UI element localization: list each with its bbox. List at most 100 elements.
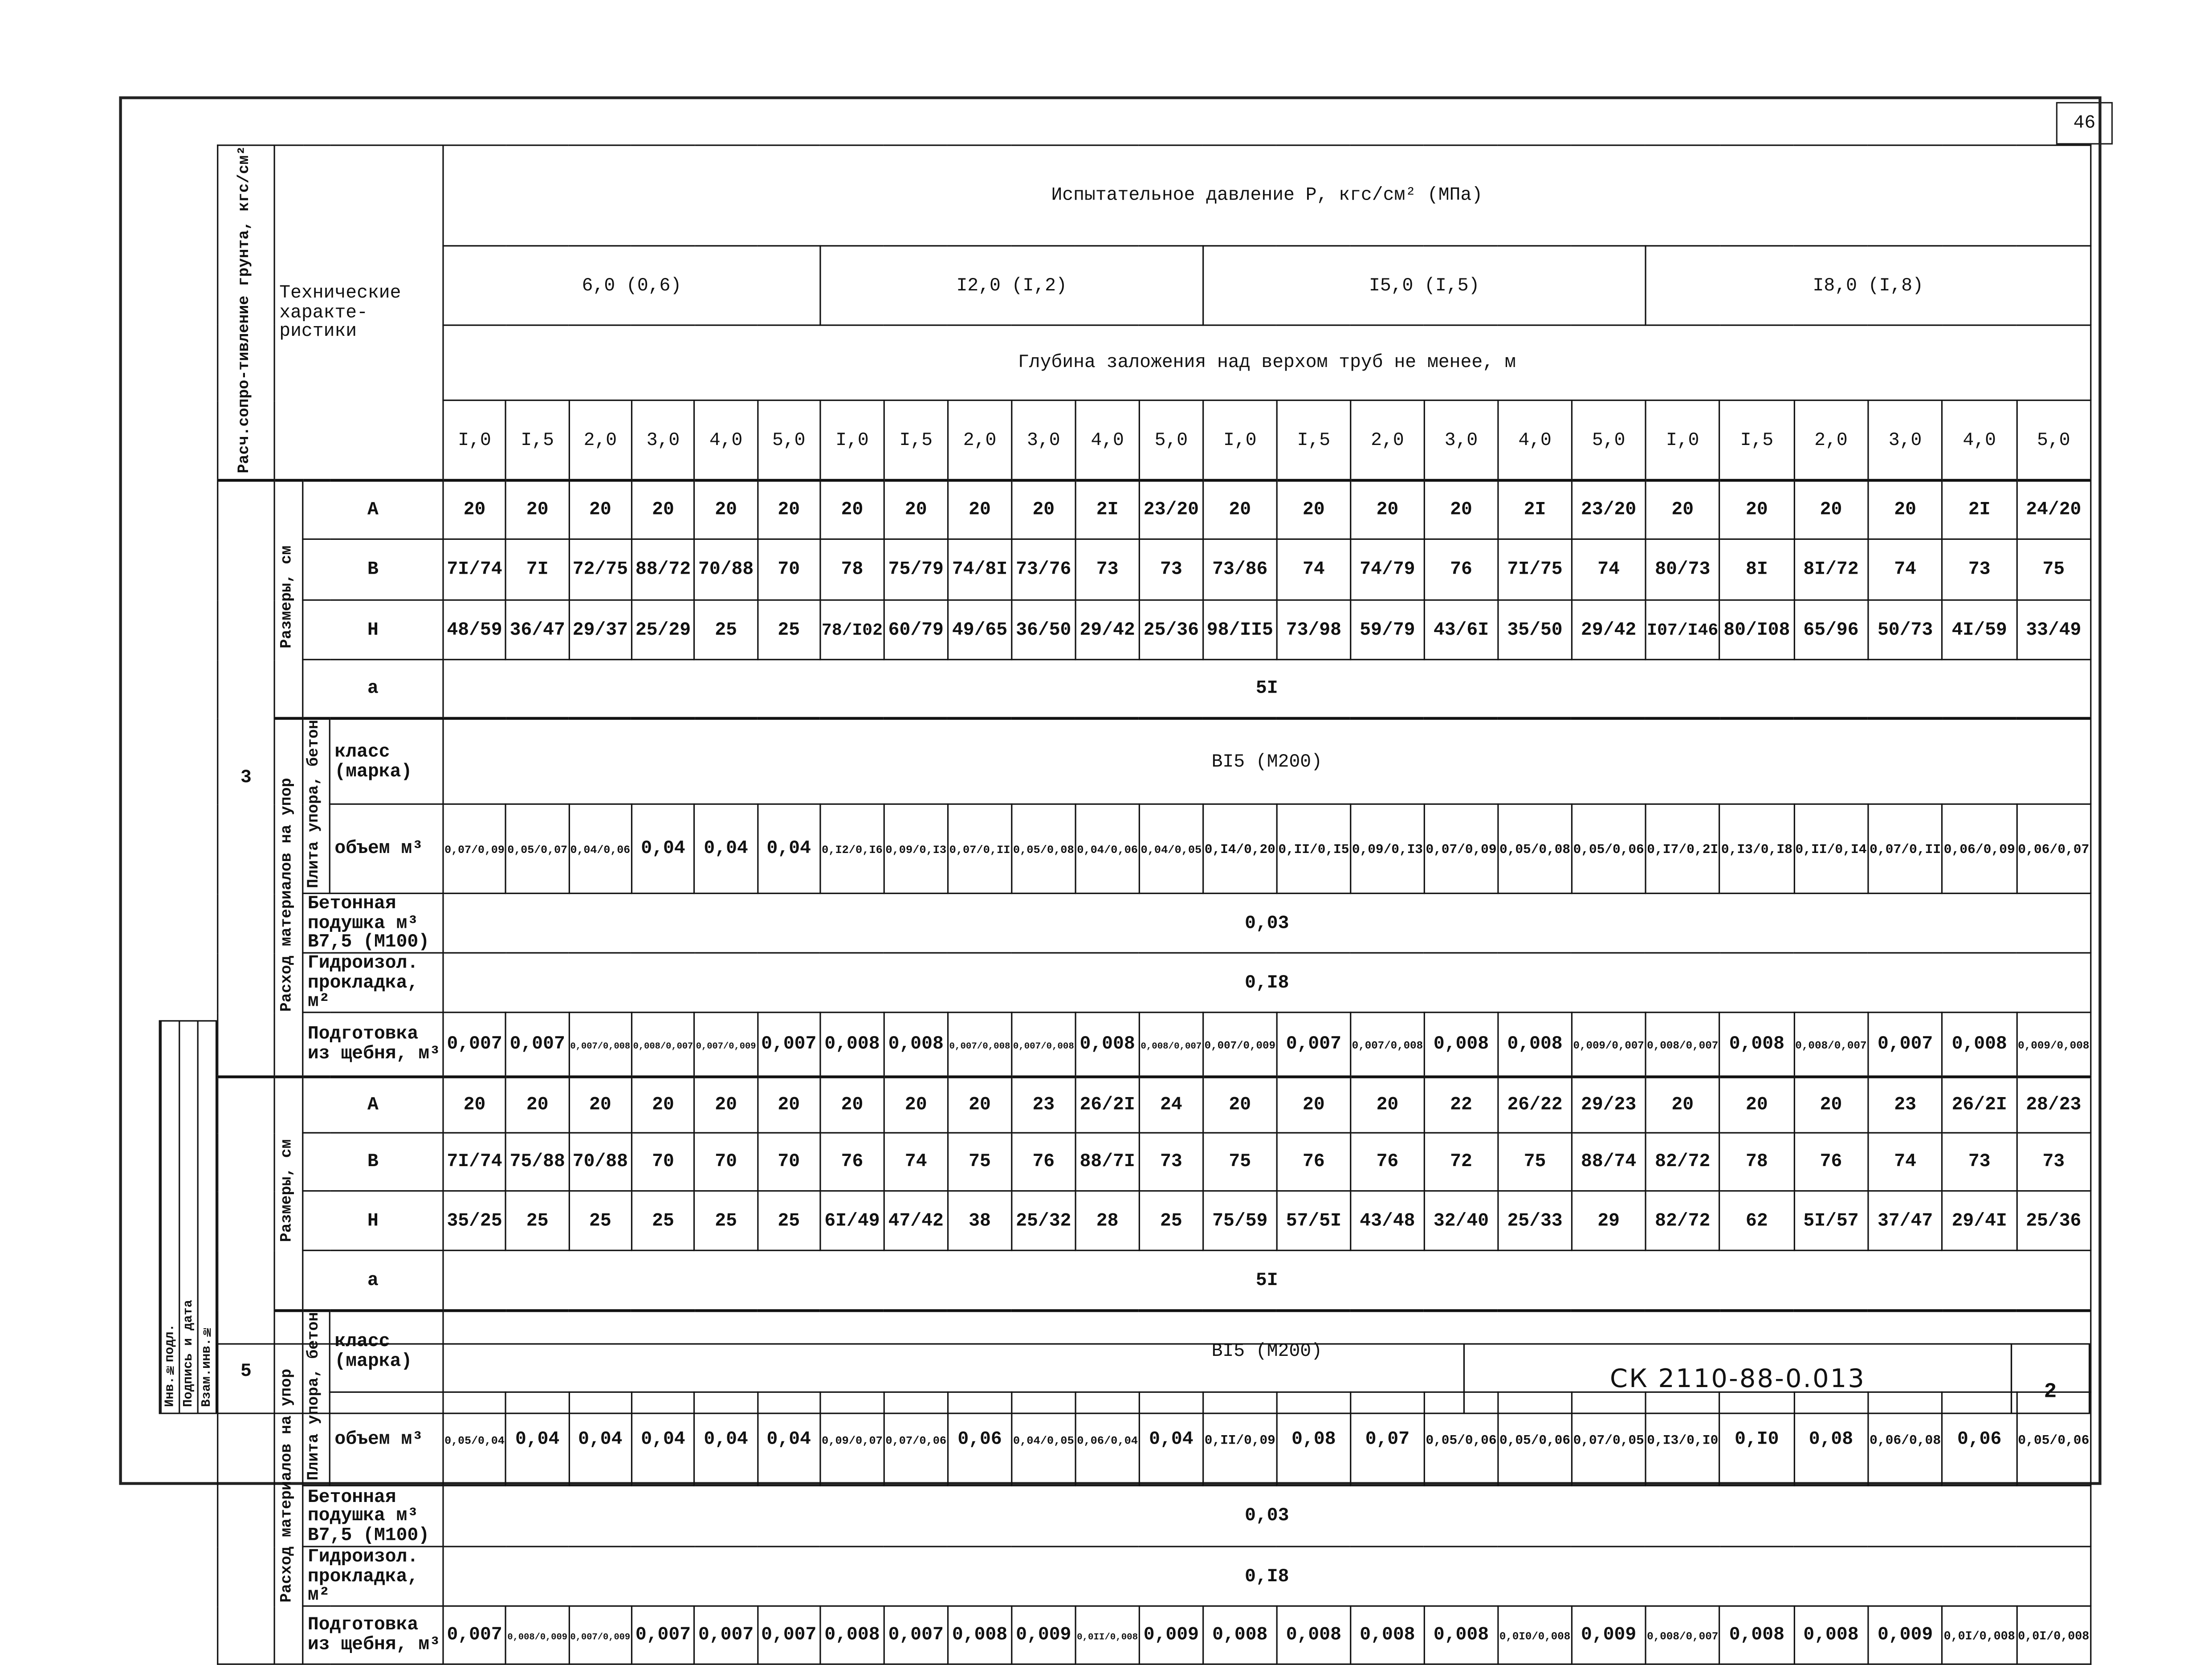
fraction-value: 29/4I [1951, 1210, 2007, 1231]
cell-gravel: 0,008/0,007 [631, 1012, 696, 1077]
cell-B: 73 [1941, 1132, 2017, 1192]
cell-A: 20 [442, 1075, 507, 1134]
fraction-value: 0,05/0,06 [2018, 1432, 2090, 1448]
cell-H: 25/33 [1497, 1190, 1572, 1252]
table-row: Н 48/59 36/47 29/37 25/29 25 25 78/I02 60/79 49/6… [218, 600, 2092, 661]
cell-H: 98/II5 [1202, 600, 1278, 661]
fraction-value: 0,0II/0,008 [1077, 1632, 1138, 1643]
fraction-value: 0,II/0,09 [1204, 1432, 1275, 1448]
header-depth: 5,0 [1138, 400, 1204, 481]
fraction-value: 26/22 [1507, 1094, 1563, 1115]
cell-gravel: 0,008/0,007 [1138, 1012, 1204, 1077]
cell-H: 29/42 [1075, 600, 1140, 661]
fraction-value: 5I/57 [1803, 1210, 1859, 1231]
row-label-H: Н [302, 1190, 444, 1252]
cell-A: 20 [947, 478, 1013, 540]
header-depth: 4,0 [1075, 400, 1140, 481]
cell-volume: 0,06/0,08 [1867, 1392, 1943, 1487]
fraction-value: 0,I2/0,I6 [822, 845, 883, 858]
cell-volume: 0,04/0,05 [1011, 1392, 1076, 1487]
title-block-code: СК 2110-88-0.013 [1463, 1343, 2012, 1414]
fraction-value: 0,0I0/0,008 [1499, 1632, 1571, 1644]
cell-H: 25 [693, 1190, 758, 1252]
fraction-value: 26/2I [1080, 1094, 1135, 1115]
table-row: Глубина заложения над верхом труб не мен… [218, 324, 2092, 402]
row-label-a: а [302, 1250, 444, 1311]
cell-B: 80/73 [1645, 539, 1721, 601]
cell-volume: 0,I2/0,I6 [819, 804, 885, 894]
specification-table: Расч.сопро-тивление грунта, кгс/см² Техни… [217, 144, 2092, 1665]
row-label-waterproofing: Гидроизол. прокладка, м² [302, 952, 444, 1013]
fraction-value: 0,05/0,06 [1426, 1432, 1497, 1448]
fraction-value: 0,07/0,II [1870, 842, 1941, 858]
fraction-value: 35/50 [1507, 619, 1563, 641]
fraction-value: 73/98 [1286, 619, 1341, 641]
fraction-value: 0,008/0,007 [1647, 1632, 1719, 1644]
group-materials-text: Расход материалов на упор [279, 777, 296, 1012]
group-dimensions: Размеры, см [273, 1075, 304, 1311]
cell-A: 20 [757, 1075, 821, 1134]
fraction-value: 0,06/0,07 [2018, 842, 2090, 858]
cell-H: 25/32 [1011, 1190, 1076, 1252]
fraction-value: 23/20 [1581, 499, 1637, 520]
fraction-value: 0,007/0,009 [570, 1632, 631, 1643]
cell-volume: 0,04 [1138, 1392, 1204, 1487]
cell-H: 5I/57 [1793, 1190, 1869, 1252]
table-row: объем м³ 0,05/0,04 0,04 0,04 0,04 0,04 0,04 0,0… [218, 1392, 2092, 1487]
cell-A: 20 [1276, 478, 1352, 540]
cell-gravel: 0,008 [1202, 1605, 1278, 1665]
fraction-value: 0,05/0,07 [507, 845, 567, 858]
cell-H: 43/6I [1423, 600, 1499, 661]
row-label-A: А [302, 1075, 444, 1134]
header-depth: 2,0 [1793, 400, 1869, 481]
cell-volume: 0,09/0,I3 [883, 804, 949, 894]
cell-H: 25 [631, 1190, 696, 1252]
cell-volume: 0,04 [693, 804, 758, 894]
header-soil-resistance-text: Расч.сопро-тивление грунта, кгс/см² [236, 146, 254, 473]
cell-volume: 0,07/0,II [1867, 804, 1943, 894]
cell-gravel: 0,008 [819, 1605, 885, 1665]
cell-gravel: 0,007 [1867, 1012, 1943, 1077]
fraction-value: 36/50 [1016, 619, 1071, 641]
cell-A: 23 [1011, 1075, 1076, 1134]
cell-A: 28/23 [2016, 1075, 2092, 1134]
cell-H: 75/59 [1202, 1190, 1278, 1252]
fraction-value: 0,05/0,08 [1499, 842, 1571, 858]
fraction-value: 0,09/0,I3 [885, 845, 947, 858]
cell-B: 8I [1719, 539, 1795, 601]
cell-H: 35/25 [442, 1190, 507, 1252]
fraction-value: 0,0I/0,008 [2018, 1629, 2090, 1644]
cell-B: 75 [947, 1132, 1013, 1192]
fraction-value: 59/79 [1360, 619, 1415, 641]
cell-H: 25 [693, 600, 758, 661]
cell-A: 20 [947, 1075, 1013, 1134]
cell-volume: 0,04 [757, 804, 821, 894]
cell-volume: 0,05/0,08 [1497, 804, 1572, 894]
cell-gravel: 0,007 [442, 1012, 507, 1077]
cell-H: 29/4I [1941, 1190, 2017, 1252]
cell-H: 25 [757, 1190, 821, 1252]
header-depth: I,5 [1719, 400, 1795, 481]
fraction-value: 23/20 [1143, 499, 1199, 520]
cell-gravel: 0,007/0,008 [1011, 1012, 1076, 1077]
cell-H: 25/36 [1138, 600, 1204, 661]
header-pressure-group: I5,0 (I,5) [1202, 245, 1646, 326]
cell-gravel: 0,008/0,007 [1793, 1012, 1869, 1077]
sheet-number: 46 [2056, 102, 2113, 145]
fraction-value: 33/49 [2026, 619, 2082, 641]
fraction-value: 6I/49 [824, 1210, 880, 1231]
cell-A: 20 [505, 478, 570, 540]
cell-H: 25 [505, 1190, 570, 1252]
cell-B: 70 [757, 539, 821, 601]
cell-B: 70 [757, 1132, 821, 1192]
cell-volume: 0,04 [505, 1392, 570, 1487]
row-label-waterproofing: Гидроизол. прокладка, м² [302, 1546, 444, 1607]
cell-volume: 0,08 [1276, 1392, 1352, 1487]
cell-A: 23/20 [1138, 478, 1204, 540]
cell-A: 20 [1867, 478, 1943, 540]
cell-H: 60/79 [883, 600, 949, 661]
fraction-value: 75/59 [1212, 1210, 1268, 1231]
cell-gravel: 0,008 [1423, 1605, 1499, 1665]
cell-A: 2I [1497, 478, 1572, 540]
cell-volume: 0,07/0,06 [883, 1392, 949, 1487]
